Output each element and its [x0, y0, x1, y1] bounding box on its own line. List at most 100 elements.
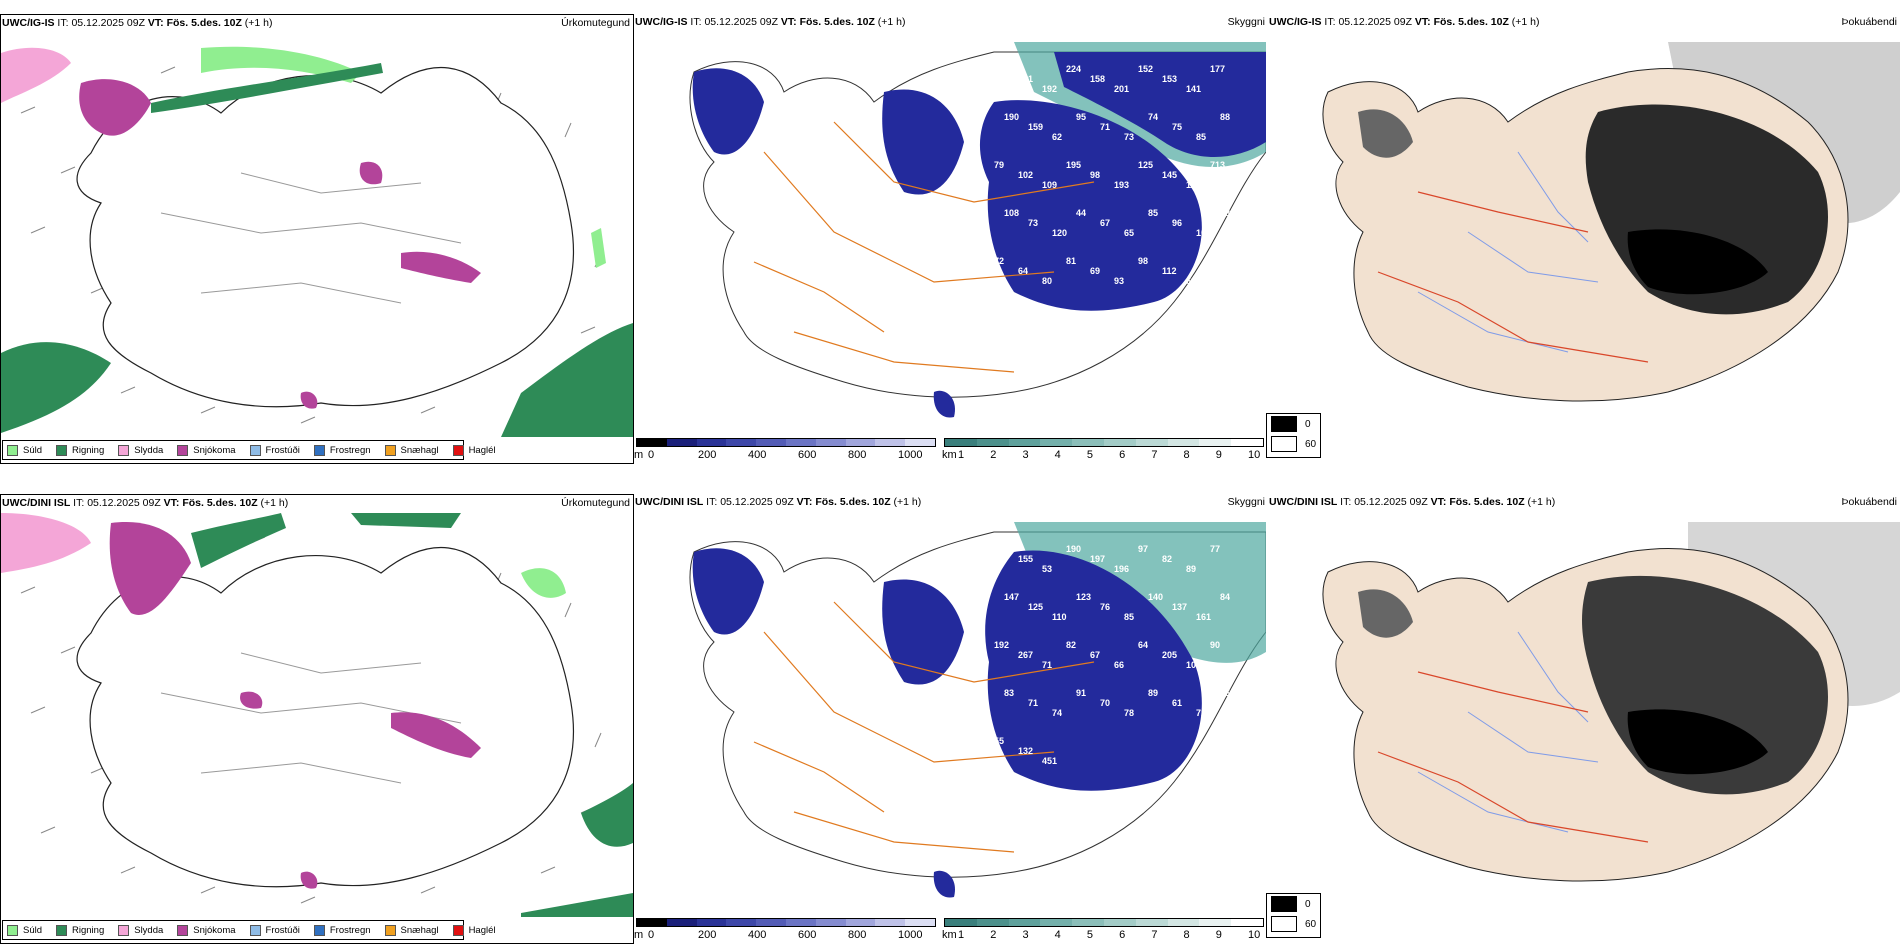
colorbar-tick: 5: [1086, 449, 1093, 461]
visibility-number: 193: [1114, 180, 1129, 190]
visibility-number: 159: [1028, 122, 1043, 132]
dark-cloud-central: [882, 89, 964, 195]
fog-key: 0 60: [1266, 413, 1321, 458]
colorbar-tick: 2: [990, 929, 997, 941]
visibility-map[interactable]: 187 155 53 190 197 196 97 82 89 77 147 125 110 123 76 8…: [634, 512, 1266, 916]
visibility-number: 74: [1052, 708, 1062, 718]
rain-north: [191, 513, 286, 568]
rain-north: [151, 63, 383, 113]
rain-area-se: [501, 323, 633, 437]
drizzle-ne: [521, 568, 566, 598]
panel-type-label: Skyggni: [1227, 496, 1265, 508]
visibility-number: 81: [1066, 256, 1076, 266]
roads-network: [753, 601, 1095, 853]
snow-south: [300, 871, 318, 889]
visibility-number: 64: [1138, 640, 1148, 650]
visibility-number: 190: [1066, 544, 1081, 554]
visibility-number: 120: [1052, 228, 1067, 238]
fog-map[interactable]: [1268, 512, 1900, 916]
visibility-number: 140: [1148, 592, 1163, 602]
precip-map[interactable]: [1, 33, 633, 437]
snow-east: [401, 251, 481, 283]
visibility-number: 161: [1196, 612, 1211, 622]
precip-type-panel: UWC/DINI ISL IT: 05.12.2025 09Z VT: Fös.…: [0, 494, 634, 944]
legend-item-slydda: Slydda: [118, 924, 163, 936]
visibility-number: 98: [1138, 256, 1148, 266]
visibility-number: 177: [1210, 64, 1225, 74]
visibility-number: 90: [1210, 640, 1220, 650]
roads-network: [1377, 671, 1649, 843]
height-unit: m: [634, 449, 644, 461]
dark-cloud-ne: [1054, 52, 1266, 157]
visibility-number: 98: [1090, 170, 1100, 180]
visibility-number: 101: [1186, 660, 1201, 670]
visibility-number: 84: [1220, 592, 1230, 602]
visibility-number: 196: [1114, 564, 1129, 574]
visibility-number: 267: [1018, 650, 1033, 660]
colorbar-tick: 8: [1183, 929, 1190, 941]
colorbar-tick: 600: [798, 449, 817, 461]
legend-item-snaehagl: Snæhagl: [384, 444, 439, 456]
sleet-nw: [1, 47, 71, 103]
colorbar-tick: 10: [1248, 449, 1261, 461]
visibility-number: 197: [1090, 554, 1105, 564]
fog-panel: UWC/DINI ISL IT: 05.12.2025 09Z VT: Fös.…: [1268, 494, 1900, 944]
visibility-number: 221: [1018, 74, 1033, 84]
colorbar-tick: 1000: [898, 449, 923, 461]
visibility-number: 44: [1076, 208, 1086, 218]
legend-item-frostudi: Frostúði: [249, 444, 300, 456]
height-colorbar: m 0 200 400 600 800 1000: [634, 438, 936, 464]
colorbar-tick: 0: [648, 449, 655, 461]
legend-item-snjokoma: Snjókoma: [177, 924, 236, 936]
visibility-number: 153: [1162, 74, 1177, 84]
visibility-number: 69: [1090, 266, 1100, 276]
visibility-number: 53: [1042, 564, 1052, 574]
visibility-number: 85: [1196, 132, 1206, 142]
precip-legend: Súld Rigning Slydda Snjókoma Frostúði Fr…: [2, 440, 496, 460]
km-colorbar: km 1 2 3 4 5 6 7 8 9 10: [942, 438, 1264, 464]
visibility-number: 147: [1004, 592, 1019, 602]
colorbar-tick: 600: [798, 929, 817, 941]
fog-key-row: 60: [1267, 434, 1320, 454]
legend-item-rigning: Rigning: [56, 444, 104, 456]
snow-south: [300, 391, 318, 409]
legend-item-snjokoma: Snjókoma: [177, 444, 236, 456]
fog-map[interactable]: [1268, 32, 1900, 436]
roads-network: [1377, 191, 1649, 363]
colorbar-tick: 0: [648, 929, 655, 941]
rain-s: [521, 893, 633, 917]
visibility-number: 137: [1172, 602, 1187, 612]
rivers: [1417, 631, 1599, 833]
rain-area-sw: [1, 342, 111, 433]
colorbar-tick: 400: [748, 929, 767, 941]
visibility-number: 89: [1148, 688, 1158, 698]
height-colorbar: m 0 200 400 600 800 1000: [634, 918, 936, 944]
rain-se-strip: [591, 228, 606, 268]
sleet-nw: [1, 513, 91, 573]
legend-item-slydda: Slydda: [118, 444, 163, 456]
colorbar-tick: 1000: [898, 929, 923, 941]
visibility-number: 70: [1100, 698, 1110, 708]
snow-small: [359, 161, 383, 185]
dark-cloud-nw: [692, 548, 764, 635]
visibility-number: 190: [1004, 112, 1019, 122]
colorbar-tick: 7: [1151, 449, 1158, 461]
visibility-number: 67: [1100, 218, 1110, 228]
visibility-number: 65: [1124, 228, 1134, 238]
fog-key-row: 60: [1267, 914, 1320, 934]
visibility-number: 187: [994, 544, 1009, 554]
legend-item-hagel: Haglél: [452, 444, 496, 456]
visibility-number: 82: [1066, 640, 1076, 650]
visibility-number: 85: [1148, 208, 1158, 218]
visibility-number: 97: [1138, 544, 1148, 554]
legend-item-frostregn: Frostregn: [313, 444, 371, 456]
precip-map[interactable]: [1, 513, 633, 917]
visibility-number: 73: [1124, 132, 1134, 142]
fog-black-core: [1627, 229, 1768, 295]
visibility-number: 100: [1196, 228, 1211, 238]
visibility-map[interactable]: 107 221 192 224 158 201 152 153 141 177 190 159 62 95…: [634, 32, 1266, 436]
km-unit: km: [942, 449, 957, 461]
visibility-number: 72: [1196, 708, 1206, 718]
rain-north-2: [351, 513, 461, 528]
visibility-number: 71: [1100, 122, 1110, 132]
